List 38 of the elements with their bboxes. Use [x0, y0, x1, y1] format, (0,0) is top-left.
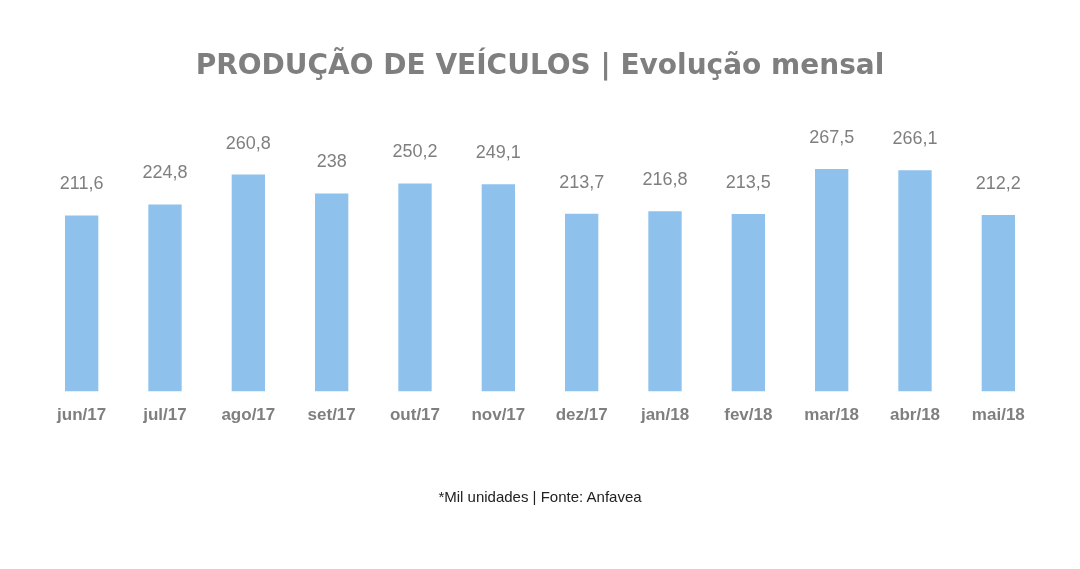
data-label: 249,1: [475, 142, 521, 163]
data-label: 238: [316, 151, 347, 172]
bar: [731, 213, 765, 392]
data-label: 212,2: [975, 172, 1021, 193]
bar: [898, 170, 932, 392]
x-tick-label: jun/17: [56, 405, 107, 425]
data-label: 224,8: [142, 162, 188, 183]
bar: [481, 184, 515, 392]
x-tick-label: jan/18: [639, 405, 690, 425]
data-label: 260,8: [225, 132, 271, 153]
bar: [65, 215, 99, 392]
x-tick-label: ago/17: [221, 405, 276, 425]
x-tick-label: dez/17: [555, 405, 608, 425]
data-label: 266,1: [892, 128, 938, 149]
x-tick-label: mar/18: [804, 405, 860, 425]
data-label: 216,8: [642, 169, 688, 190]
x-tick-label: jul/17: [142, 405, 187, 425]
data-label: 213,7: [559, 171, 605, 192]
bar: [815, 168, 849, 392]
bar: [231, 174, 265, 392]
bar: [148, 204, 182, 392]
data-label: 213,5: [725, 171, 771, 192]
bar: [981, 215, 1015, 392]
bar: [565, 213, 599, 392]
data-label: 250,2: [392, 141, 438, 162]
x-tick-label: out/17: [389, 405, 441, 425]
data-label: 211,6: [59, 173, 104, 194]
x-tick-label: set/17: [307, 405, 356, 425]
x-tick-label: mai/18: [971, 405, 1025, 425]
bar: [398, 183, 432, 392]
data-label: 267,5: [809, 126, 855, 147]
chart-title: PRODUÇÃO DE VEÍCULOS | Evolução mensal: [194, 48, 886, 81]
x-tick-label: fev/18: [724, 405, 773, 425]
x-tick-label: nov/17: [471, 405, 526, 425]
text: *Mil unidades | Fonte: Anfavea: [437, 488, 643, 505]
x-tick-label: abr/18: [889, 405, 941, 425]
bar: [648, 211, 682, 392]
bar: [315, 193, 349, 392]
